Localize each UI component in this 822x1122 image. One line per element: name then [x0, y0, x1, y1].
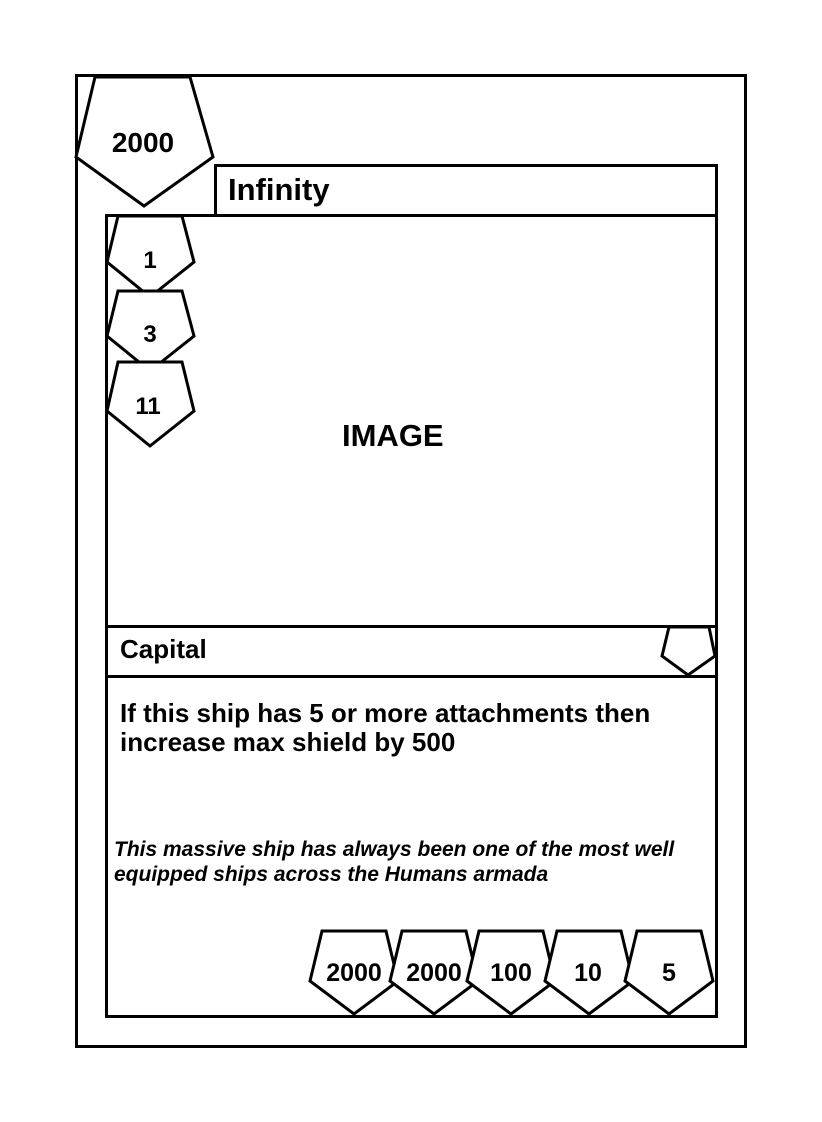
card-frame	[75, 74, 747, 1048]
stat-value: 2000	[326, 959, 382, 987]
ability-text: If this ship has 5 or more attachments t…	[120, 698, 651, 757]
stat-badge-5: 5	[623, 929, 715, 1016]
card-name: Infinity	[228, 172, 330, 207]
side-badge-2: 3	[105, 289, 196, 373]
side-badge-3: 11	[105, 360, 196, 448]
cost-value: 2000	[112, 127, 174, 158]
type-line: Capital	[120, 634, 207, 664]
side-badge-1: 1	[105, 214, 196, 299]
stat-badge-4: 10	[543, 929, 635, 1016]
stat-badge-3: 100	[465, 929, 557, 1016]
cost-badge: 2000	[74, 75, 215, 208]
stat-value: 100	[490, 959, 532, 987]
stat-badge-2: 2000	[388, 929, 480, 1016]
stat-value: 5	[662, 959, 676, 987]
stat-value: 2000	[406, 959, 462, 987]
side-badge-value: 1	[143, 247, 156, 274]
side-badge-value: 3	[143, 321, 156, 348]
type-icon	[660, 625, 717, 677]
image-placeholder: IMAGE	[342, 418, 444, 453]
side-badge-value: 11	[135, 393, 160, 420]
art-box	[105, 214, 718, 629]
stat-value: 10	[574, 959, 602, 987]
flavor-text: This massive ship has always been one of…	[114, 838, 675, 886]
stat-badge-1: 2000	[308, 929, 400, 1016]
